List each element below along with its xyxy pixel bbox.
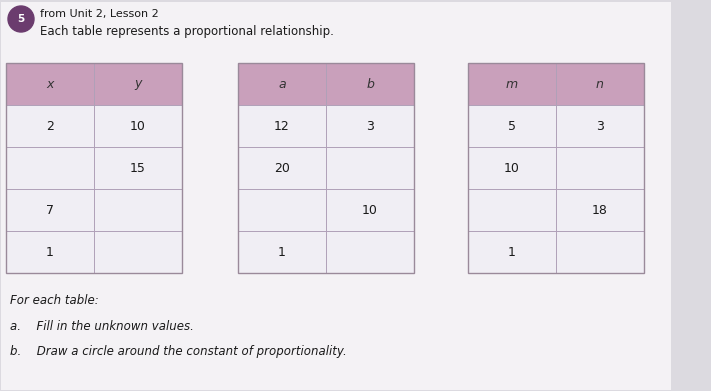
Text: 15: 15 [130, 161, 146, 174]
Text: b: b [366, 77, 374, 90]
Text: x: x [46, 77, 54, 90]
Circle shape [8, 6, 34, 32]
Text: y: y [134, 77, 141, 90]
Bar [238, 189, 414, 231]
Bar [238, 63, 414, 273]
Text: 3: 3 [596, 120, 604, 133]
Bar [468, 63, 644, 273]
Text: n: n [596, 77, 604, 90]
Text: 10: 10 [504, 161, 520, 174]
Bar [238, 105, 414, 147]
Text: m: m [506, 77, 518, 90]
Text: b.  Draw a circle around the constant of proportionality.: b. Draw a circle around the constant of … [10, 344, 347, 357]
Text: 3: 3 [366, 120, 374, 133]
Text: a: a [278, 77, 286, 90]
Bar [238, 147, 414, 189]
Text: 2: 2 [46, 120, 54, 133]
Text: 10: 10 [362, 203, 378, 217]
Bar [468, 105, 644, 147]
Bar [6, 147, 182, 189]
Text: 5: 5 [17, 14, 25, 24]
Bar [238, 63, 414, 105]
Text: For each table:: For each table: [10, 294, 99, 307]
Text: 5: 5 [508, 120, 516, 133]
Text: 20: 20 [274, 161, 290, 174]
Bar [6, 105, 182, 147]
Bar [6, 231, 182, 273]
Text: 12: 12 [274, 120, 290, 133]
Bar [468, 147, 644, 189]
Bar [468, 231, 644, 273]
Bar [468, 63, 644, 105]
Bar [6, 189, 182, 231]
Bar [238, 231, 414, 273]
Text: 1: 1 [46, 246, 54, 258]
Text: a.  Fill in the unknown values.: a. Fill in the unknown values. [10, 319, 194, 332]
Bar [6, 63, 182, 105]
Text: from Unit 2, Lesson 2: from Unit 2, Lesson 2 [40, 9, 159, 19]
Text: 7: 7 [46, 203, 54, 217]
Text: Each table represents a proportional relationship.: Each table represents a proportional rel… [40, 25, 334, 38]
Text: 10: 10 [130, 120, 146, 133]
Text: 1: 1 [508, 246, 516, 258]
Bar [6, 63, 182, 273]
Text: 18: 18 [592, 203, 608, 217]
Text: 1: 1 [278, 246, 286, 258]
Bar [468, 189, 644, 231]
